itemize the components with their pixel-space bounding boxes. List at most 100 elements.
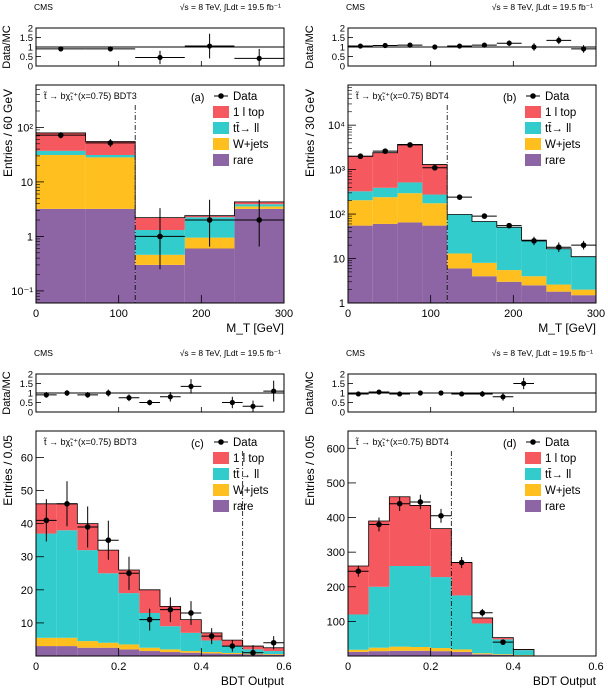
y-tick-label: 50: [21, 486, 33, 498]
y-tick-label: 10²: [17, 122, 33, 134]
stack-bar-rare: [201, 653, 222, 656]
ratio-y-tick-label: 0: [340, 62, 345, 73]
ratio-point: [207, 43, 213, 49]
stack-bar-ltop: [139, 589, 160, 613]
data-point: [357, 153, 364, 160]
stack-bar-rare: [135, 264, 185, 303]
stack-bar-wjets: [201, 652, 222, 654]
legend-swatch: [213, 106, 229, 118]
legend-data-marker: [218, 93, 224, 99]
stack-bar-rare: [98, 647, 119, 656]
ratio-y-tick-label: 1: [340, 43, 345, 54]
ratio-point: [188, 383, 194, 389]
stack-bar-wjets: [571, 289, 596, 296]
stack-bar-rare: [472, 276, 497, 303]
stack-bar-rare: [571, 295, 596, 303]
data-point: [382, 148, 388, 154]
y-axis-label: Entries / 60 GeV: [1, 89, 15, 177]
ratio-y-tick-label: 2: [340, 370, 345, 381]
stack-bar-rare: [451, 651, 472, 656]
stack-bar-ltop: [368, 521, 390, 587]
stack-bar-rare: [85, 208, 136, 303]
stack-bar-ltop: [410, 505, 431, 566]
stack-bar-ttll: [410, 566, 431, 647]
x-tick-label: 200: [192, 308, 210, 320]
ratio-point: [556, 37, 562, 43]
ratio-point: [506, 40, 512, 46]
legend-label: tt̄→ ll: [545, 123, 571, 135]
legend-label: rare: [545, 501, 565, 513]
ratio-y-tick-label: 2: [28, 24, 33, 35]
stack-bar-rare: [397, 222, 423, 303]
stack-bar-wjets: [422, 203, 448, 226]
stack-bar-rare: [36, 208, 86, 303]
y-tick-label: 300: [327, 547, 345, 559]
stack-bar-wjets: [410, 647, 431, 651]
ratio-point: [105, 390, 111, 396]
x-tick-label: 0: [33, 661, 39, 673]
data-point: [438, 513, 444, 519]
stack-bar-wjets: [368, 647, 390, 652]
data-point: [64, 500, 70, 507]
x-tick-label: 0: [345, 661, 351, 673]
experiment-label: CMS: [346, 348, 365, 358]
legend-label: 1 l top: [233, 107, 264, 119]
stack-bar-ttll: [36, 533, 57, 638]
x-tick-label: 300: [587, 308, 605, 320]
legend-label: W+jets: [545, 485, 581, 497]
data-point: [481, 213, 488, 219]
experiment-label: CMS: [346, 2, 365, 12]
stack-bar-wjets: [56, 637, 78, 647]
stack-bar-rare: [263, 654, 284, 656]
ratio-y-tick-label: 0.5: [20, 52, 33, 63]
panel-label: (d): [503, 438, 516, 450]
energy-lumi-label: √s = 8 TeV, ∫Ldt = 19.5 fb⁻¹: [492, 348, 593, 358]
legend-label: rare: [233, 501, 253, 513]
stack-bar-rare: [160, 652, 181, 656]
ratio-point: [85, 392, 91, 398]
x-tick-label: 0.4: [506, 661, 521, 673]
ratio-y-axis-label: Data/MC: [304, 25, 316, 68]
legend-label: Data: [545, 437, 570, 449]
stack-bar-rare: [36, 646, 57, 656]
stack-bar-wjets: [77, 641, 98, 648]
stack-bar-ttll: [348, 191, 373, 201]
ratio-point: [167, 394, 173, 400]
ratio-point: [107, 46, 113, 52]
stack-bar-ttll: [389, 566, 410, 647]
legend-swatch: [213, 138, 229, 150]
plot-frame: [347, 430, 597, 657]
legend-swatch: [213, 468, 229, 480]
stack-bar-ttll: [56, 530, 78, 638]
legend-swatch: [213, 500, 229, 512]
stack-bar-ltop: [492, 637, 514, 640]
stack-bar-ltop: [180, 619, 202, 633]
data-point: [107, 140, 114, 146]
y-tick-label: 600: [327, 443, 345, 455]
legend-swatch: [213, 122, 229, 134]
data-point: [531, 238, 537, 244]
stack-bar-rare: [472, 654, 493, 656]
ratio-point: [457, 43, 463, 49]
legend-swatch: [213, 452, 229, 464]
stack-bar-ttll: [160, 626, 181, 650]
panel-label: (c): [191, 438, 204, 450]
y-axis-label: Entries / 30 GeV: [303, 89, 317, 177]
ratio-y-tick-label: 0: [28, 408, 33, 419]
legend-data-marker: [218, 439, 224, 445]
stack-bar-wjets: [472, 262, 497, 277]
ratio-y-tick-label: 2: [28, 370, 33, 381]
stack-bar-rare: [430, 651, 452, 656]
ratio-point: [417, 390, 423, 396]
ratio-point: [64, 390, 70, 396]
ratio-point: [581, 46, 587, 52]
data-point: [146, 616, 153, 623]
legend-label: W+jets: [545, 139, 581, 151]
stack-bar-rare: [222, 654, 243, 656]
experiment-label: CMS: [34, 348, 53, 358]
data-point: [157, 233, 163, 240]
stack-bar-rare: [77, 647, 98, 656]
experiment-label: CMS: [34, 2, 53, 12]
legend-swatch: [525, 452, 541, 464]
